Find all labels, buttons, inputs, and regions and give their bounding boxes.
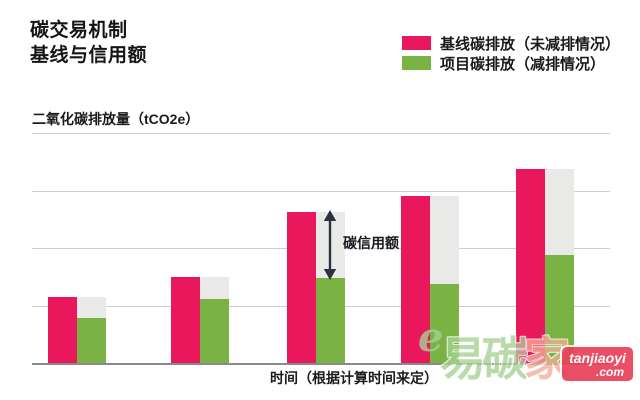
bar-baseline bbox=[287, 211, 316, 363]
gridline bbox=[32, 190, 610, 192]
legend-item-baseline: 基线碳排放（未减排情况） bbox=[402, 33, 620, 53]
bar-baseline bbox=[48, 296, 77, 363]
chart-title-line2: 基线与信用额 bbox=[30, 45, 148, 66]
legend-label-project: 项目碳排放（减排情况） bbox=[440, 55, 606, 73]
credit-annotation-label: 碳信用额 bbox=[343, 235, 399, 251]
x-axis-line bbox=[32, 363, 610, 365]
chart-title-line1: 碳交易机制 bbox=[30, 20, 128, 41]
legend-label-baseline: 基线碳排放（未减排情况） bbox=[440, 35, 621, 53]
bar-credit-gap bbox=[200, 276, 229, 299]
legend-swatch-baseline bbox=[402, 36, 431, 50]
credit-double-arrow-icon bbox=[323, 210, 337, 280]
bar-baseline bbox=[171, 276, 200, 363]
bar-credit-gap bbox=[545, 169, 574, 255]
y-axis-label: 二氧化碳排放量（tCO2e） bbox=[32, 111, 200, 127]
legend-swatch-project bbox=[402, 56, 431, 70]
bar-project bbox=[430, 283, 459, 363]
legend-item-project: 项目碳排放（减排情况） bbox=[402, 53, 620, 73]
bar-baseline bbox=[516, 169, 545, 363]
bar-project bbox=[200, 298, 229, 363]
bar-credit-gap bbox=[77, 296, 106, 319]
x-axis-label: 时间（根据计算时间来定） bbox=[270, 370, 438, 386]
bar-credit-gap bbox=[430, 196, 459, 284]
legend: 基线碳排放（未减排情况） 项目碳排放（减排情况） bbox=[402, 33, 620, 73]
bar-project bbox=[77, 318, 106, 363]
chart-title: 碳交易机制 基线与信用额 bbox=[30, 18, 147, 68]
bar-baseline bbox=[401, 196, 430, 363]
bar-project bbox=[545, 254, 574, 363]
gridline bbox=[32, 133, 610, 134]
bar-project bbox=[316, 277, 345, 363]
